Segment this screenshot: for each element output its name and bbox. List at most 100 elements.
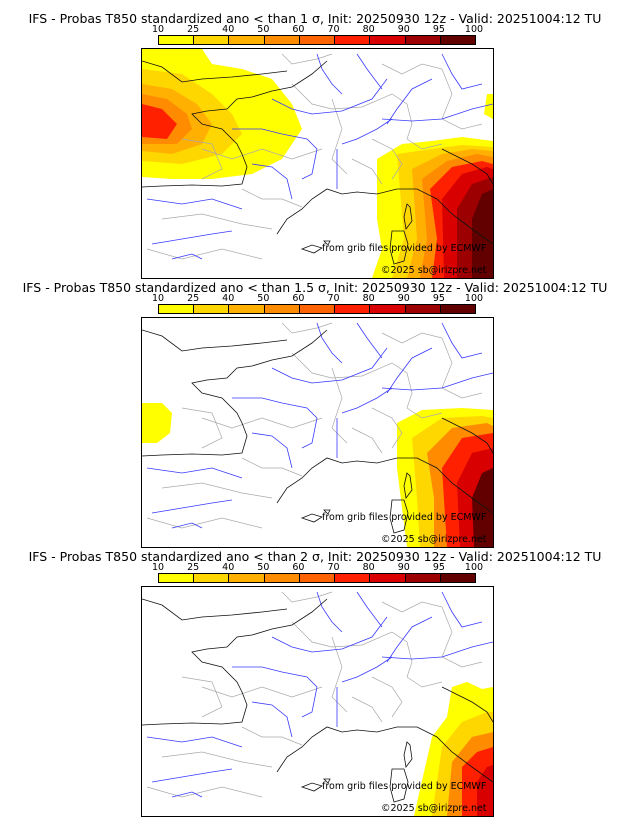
admin-border: [161, 213, 273, 230]
colorbar-tick-label: 90: [397, 293, 410, 304]
colorbar-ticks: 10 25 40 50 60 70 80 90 95 100: [152, 562, 483, 573]
colorbar-tick-label: 95: [432, 24, 445, 35]
coastline: [389, 230, 409, 265]
admin-border: [331, 98, 348, 175]
colorbar-swatch: [405, 574, 441, 582]
colorbar-tick-label: 80: [362, 562, 375, 573]
colorbar-swatch: [335, 36, 371, 44]
river: [232, 128, 318, 180]
river: [271, 78, 388, 115]
colorbar-swatch: [194, 36, 230, 44]
river: [271, 616, 388, 653]
colorbar-swatch: [194, 574, 230, 582]
coastline: [142, 60, 288, 83]
admin-border: [181, 138, 223, 180]
colorbar-swatch: [440, 36, 475, 44]
admin-border: [381, 63, 443, 75]
colorbar-swatch: [229, 305, 265, 313]
coastline: [403, 472, 413, 499]
admin-border: [201, 417, 323, 429]
admin-border: [351, 696, 383, 723]
river: [146, 467, 243, 479]
colorbar-tick-label: 25: [187, 562, 200, 573]
colorbar-tick-label: 100: [464, 24, 484, 35]
map-panel-2: IFS - Probas T850 standardized ano < tha…: [0, 280, 630, 549]
colorbar-tick-label: 60: [292, 293, 305, 304]
admin-border: [441, 337, 483, 399]
river: [356, 322, 383, 359]
coastline: [323, 778, 331, 784]
colorbar-tick-label: 90: [397, 24, 410, 35]
source-credit: from grib files provided by ECMWF: [322, 243, 487, 254]
river: [316, 322, 343, 364]
river: [386, 347, 433, 394]
admin-border: [441, 68, 483, 130]
admin-border: [181, 676, 223, 718]
probability-map: [141, 48, 494, 279]
colorbar-ticks: 10 25 40 50 60 70 80 90 95 100: [152, 24, 483, 35]
admin-border: [291, 621, 443, 688]
colorbar-swatch: [264, 305, 300, 313]
colorbar-swatch: [370, 36, 406, 44]
river: [251, 701, 293, 738]
probability-area: [142, 104, 177, 139]
colorbar-swatch: [335, 574, 371, 582]
copyright-credit: ©2025 sb@irizpre.net: [381, 803, 487, 814]
colorbar-tick-label: 50: [257, 293, 270, 304]
river: [381, 641, 493, 660]
river: [146, 198, 243, 210]
river: [341, 387, 393, 414]
colorbar-tick-label: 60: [292, 562, 305, 573]
coastline: [389, 499, 409, 534]
colorbar-tick-label: 10: [151, 562, 165, 573]
river: [381, 372, 493, 391]
admin-border: [371, 407, 403, 449]
river: [356, 53, 383, 90]
river: [171, 253, 203, 260]
admin-border: [241, 457, 303, 477]
colorbar-swatch: [159, 305, 195, 313]
admin-border: [161, 482, 273, 499]
colorbar-swatch: [335, 305, 371, 313]
map-panel-1: IFS - Probas T850 standardized ano < tha…: [0, 11, 630, 280]
river: [271, 347, 388, 384]
river: [441, 591, 483, 628]
river: [151, 230, 233, 245]
colorbar-tick-label: 80: [362, 293, 375, 304]
coastline: [276, 188, 493, 245]
admin-border: [331, 636, 348, 713]
colorbar-tick-label: 50: [257, 562, 270, 573]
colorbar-tick-label: 10: [151, 24, 165, 35]
probability-map: [141, 317, 494, 548]
colorbar-tick-label: 70: [327, 562, 340, 573]
colorbar-swatch: [264, 574, 300, 582]
probability-area: [142, 403, 172, 443]
copyright-credit: ©2025 sb@irizpre.net: [381, 265, 487, 276]
river: [386, 78, 433, 125]
probability-area: [472, 468, 493, 547]
admin-border: [371, 138, 403, 180]
river: [441, 53, 483, 90]
colorbar-tick-label: 95: [432, 293, 445, 304]
admin-border: [146, 517, 263, 529]
admin-border: [146, 786, 263, 798]
river: [386, 616, 433, 663]
panel-title: IFS - Probas T850 standardized ano < tha…: [22, 280, 608, 295]
admin-border: [351, 427, 383, 454]
river: [251, 163, 293, 200]
coastline: [142, 60, 328, 188]
admin-border: [381, 601, 443, 613]
colorbar-swatch: [229, 36, 265, 44]
colorbar-swatch: [405, 305, 441, 313]
colorbar-tick-label: 40: [222, 24, 235, 35]
admin-border: [241, 726, 303, 746]
colorbar-swatch: [299, 305, 336, 313]
colorbar-tick-label: 90: [397, 562, 410, 573]
colorbar-swatch: [440, 574, 475, 582]
colorbar-tick-label: 10: [151, 293, 165, 304]
admin-border: [181, 407, 223, 449]
admin-border: [241, 188, 303, 208]
colorbar-tick-label: 100: [464, 293, 484, 304]
colorbar-swatch: [440, 305, 475, 313]
colorbar-swatch: [370, 305, 406, 313]
